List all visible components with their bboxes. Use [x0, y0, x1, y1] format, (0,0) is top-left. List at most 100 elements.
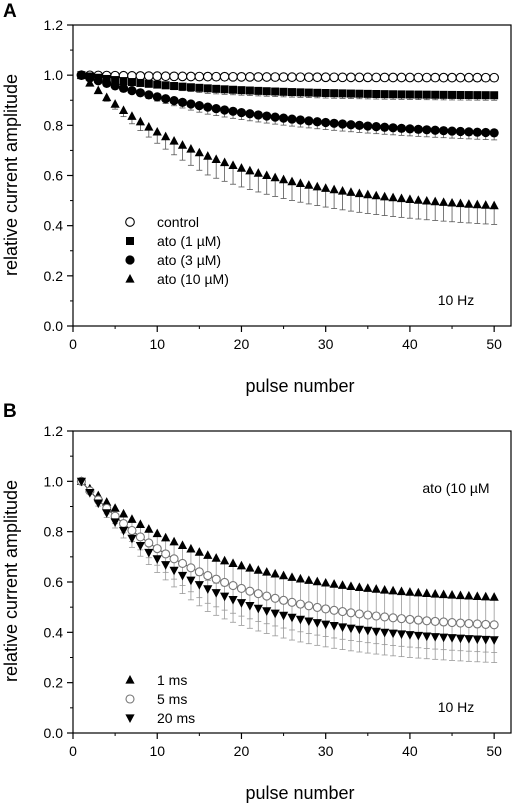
panel-b-data-point — [228, 558, 238, 567]
panel-a-data-point — [304, 180, 314, 189]
panel-a-data-point — [413, 195, 423, 204]
panel-b-data-point — [346, 608, 356, 618]
panel-b-data-point — [144, 538, 154, 548]
panel-a-data-point — [431, 90, 440, 99]
panel-b-data-point — [321, 620, 331, 630]
panel-a-data-point — [346, 72, 356, 83]
panel-b-data-point — [455, 634, 466, 644]
panel-b-data-point — [262, 567, 272, 576]
panel-a-data-point — [464, 127, 474, 137]
panel-a-data-point — [119, 77, 128, 86]
panel-b-data-point — [102, 509, 112, 518]
panel-b-data-point — [405, 587, 415, 596]
panel-a-data-point — [362, 72, 373, 83]
panel-a-data-point — [329, 118, 339, 128]
panel-a-data-point — [456, 90, 465, 99]
panel-b-data-point — [102, 497, 112, 506]
panel-a-ytick-label: 1.0 — [44, 67, 64, 83]
panel-a-legend: control ato (1 µM) ato (3 µM) ato (10 µM) — [125, 214, 229, 287]
panel-a-data-point — [379, 72, 390, 83]
panel-a-data-point — [321, 183, 331, 192]
panel-a-data-point — [380, 122, 390, 132]
panel-a-data-point — [253, 110, 263, 120]
panel-a-data-point — [287, 72, 297, 82]
panel-b-data-point — [354, 625, 364, 635]
panel-b-data-point — [177, 571, 188, 581]
panel-b-data-point — [161, 561, 171, 570]
panel-a-data-point — [447, 197, 457, 207]
panel-b-data-point — [380, 584, 390, 594]
panel-a-data-point — [472, 199, 482, 209]
panel-a-data-point — [346, 89, 355, 98]
panel-a-data-point — [489, 200, 499, 210]
panel-b-data-point — [371, 611, 381, 621]
panel-a-series-0 — [76, 70, 500, 83]
panel-a-data-point — [320, 72, 331, 83]
panel-a-data-point — [278, 72, 289, 82]
panel-a-data-point — [321, 117, 331, 128]
panel-b-series-1 — [76, 476, 499, 653]
panel-b-data-point — [295, 573, 306, 583]
panel-a-data-point — [413, 124, 423, 134]
panel-a-data-point — [161, 131, 171, 141]
panel-a-data-point — [481, 127, 491, 138]
panel-b-data-point — [118, 508, 129, 518]
panel-a-data-point — [245, 86, 254, 95]
panel-a-data-point — [170, 82, 179, 91]
panel-b-data-point — [253, 604, 263, 614]
panel-a-data-point — [304, 116, 314, 126]
panel-b-data-point — [211, 553, 221, 562]
panel-a-xtick-label: 40 — [402, 336, 418, 352]
panel-b-data-point — [144, 548, 154, 558]
panel-b-data-point — [287, 597, 297, 607]
panel-a-data-point — [102, 78, 112, 89]
panel-a-data-point — [337, 119, 348, 129]
panel-a-data-point — [228, 106, 238, 116]
panel-a-data-point — [118, 83, 129, 93]
panel-a-data-point — [287, 114, 297, 124]
panel-b-xtick-label: 0 — [69, 743, 77, 759]
panel-b-ylabel: relative current amplitude — [1, 480, 21, 682]
panel-b-data-point — [93, 499, 103, 509]
panel-b-xtick-label: 30 — [318, 743, 334, 759]
panel-b-data-point — [203, 550, 213, 559]
panel-a-data-point — [102, 92, 112, 102]
panel-a-data-point — [245, 165, 255, 175]
panel-b-data-point — [422, 632, 432, 642]
panel-a-data-point — [194, 101, 204, 111]
panel-a-data-point — [161, 81, 170, 90]
panel-a-data-point — [178, 82, 187, 91]
panel-b-data-point — [245, 562, 255, 572]
panel-b-data-point — [287, 572, 297, 581]
panel-b-data-point — [464, 635, 474, 644]
panel-b-series-0 — [76, 476, 499, 623]
panel-a-legend-label: control — [157, 214, 199, 230]
panel-a-data-point — [371, 122, 381, 132]
panel-b-data-point — [161, 532, 171, 542]
panel-a-data-point — [169, 135, 179, 145]
panel-a-data-point — [371, 72, 382, 83]
panel-a-data-point — [396, 123, 407, 133]
panel-b-data-point — [337, 607, 348, 617]
panel-a-legend-marker — [125, 255, 135, 265]
panel-a-ytick-label: 0.2 — [44, 268, 64, 284]
panel-a-data-point — [438, 72, 449, 83]
panel-a-data-point — [481, 91, 490, 100]
panel-a-data-point — [186, 83, 195, 92]
panel-b-ytick-label: 1.0 — [44, 473, 64, 489]
panel-a-data-point — [354, 72, 365, 83]
panel-b-letter: B — [3, 401, 17, 422]
panel-b-data-point — [245, 586, 255, 596]
panel-b-data-point — [388, 613, 398, 623]
panel-a-data-point — [312, 117, 322, 127]
panel-a-data-point — [447, 126, 457, 136]
panel-a-data-point — [464, 91, 473, 100]
panel-a-data-point — [254, 86, 263, 95]
panel-a-data-point — [304, 88, 313, 97]
panel-a-data-point — [396, 72, 407, 83]
panel-a-data-point — [447, 72, 457, 83]
panel-a-data-point — [93, 85, 103, 95]
panel-b-data-point — [253, 589, 263, 599]
panel-a-data-point — [169, 71, 179, 82]
panel-b-data-point — [405, 631, 415, 640]
